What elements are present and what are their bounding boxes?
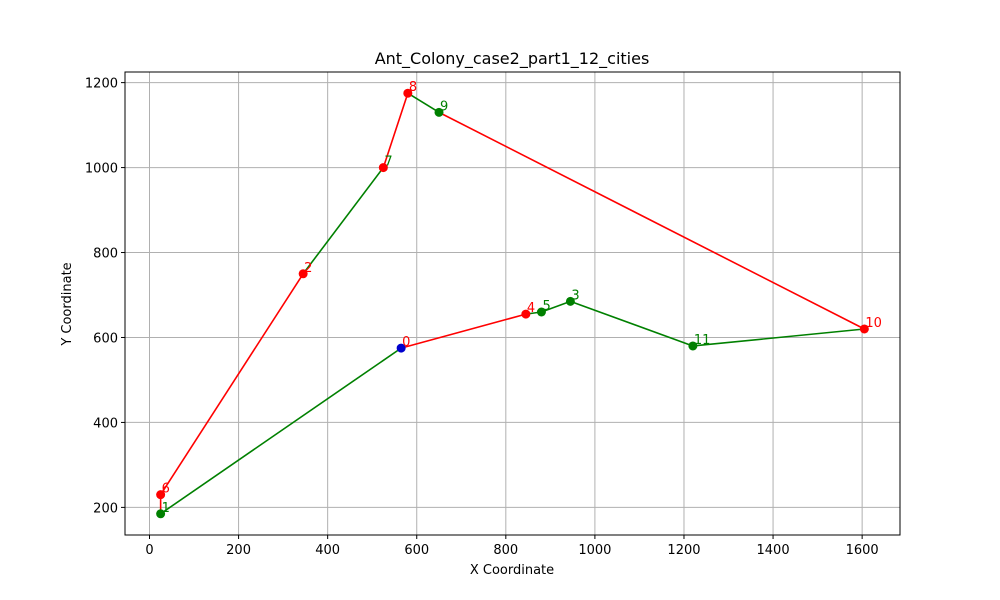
y-axis-title: Y Coordinate [60, 262, 75, 346]
city-label: 1 [162, 501, 170, 516]
grid-layer [125, 72, 900, 535]
city-label: 9 [440, 99, 448, 114]
route-segment [570, 300, 694, 347]
city-marker [396, 343, 406, 353]
tick-layer: 0 200 400 600 800 1000 1200 1400 160020040060080… [85, 77, 879, 558]
city-marker [565, 296, 575, 306]
city-marker [859, 324, 869, 334]
x-axis-title: X Coordinate [470, 563, 554, 578]
city-label: 7 [384, 155, 392, 170]
city-marker [378, 163, 388, 173]
city-label: 6 [162, 482, 170, 497]
city-label: 10 [865, 316, 882, 331]
x-tick-label: 1000 [578, 543, 611, 558]
y-tick-label: 200 [93, 501, 118, 516]
y-tick-label: 1000 [85, 162, 118, 177]
route-segment [692, 328, 865, 347]
route-segment [400, 313, 527, 349]
city-label: 8 [409, 80, 417, 95]
y-tick-label: 400 [93, 416, 118, 431]
label-layer: 0 1 2 3 4 5 6 7 8 9 10 11 [162, 80, 882, 516]
x-tick-label: 1200 [667, 543, 700, 558]
x-tick-label: 0 [145, 543, 153, 558]
city-marker [156, 509, 166, 519]
route-segment [541, 300, 571, 313]
x-tick-label: 400 [315, 543, 340, 558]
city-marker [536, 307, 546, 317]
marker-layer [156, 88, 869, 519]
x-tick-label: 1400 [757, 543, 790, 558]
y-tick-label: 800 [93, 247, 118, 262]
x-tick-label: 600 [404, 543, 429, 558]
x-tick-label: 800 [493, 543, 518, 558]
x-tick-label: 1600 [846, 543, 879, 558]
plot-frame [124, 71, 901, 536]
city-marker [156, 490, 166, 500]
y-tick-label: 1200 [85, 77, 118, 92]
route-segment [160, 347, 402, 515]
route-segment [438, 111, 865, 330]
city-marker [434, 107, 444, 117]
city-label: 5 [542, 299, 550, 314]
city-marker [403, 88, 413, 98]
city-label: 11 [694, 333, 711, 348]
chart-title: Ant_Colony_case2_part1_12_cities [375, 49, 650, 69]
city-marker [688, 341, 698, 351]
series-layer [159, 92, 865, 515]
city-label: 3 [571, 288, 579, 303]
x-tick-label: 200 [226, 543, 251, 558]
city-label: 0 [402, 335, 410, 350]
route-segment [159, 273, 304, 496]
route-segment [382, 92, 409, 168]
route-segment [302, 167, 384, 275]
y-tick-label: 600 [93, 331, 118, 346]
city-marker [298, 269, 308, 279]
route-segment [407, 92, 440, 114]
city-marker [521, 309, 531, 319]
city-label: 4 [527, 301, 535, 316]
city-label: 2 [304, 261, 312, 276]
